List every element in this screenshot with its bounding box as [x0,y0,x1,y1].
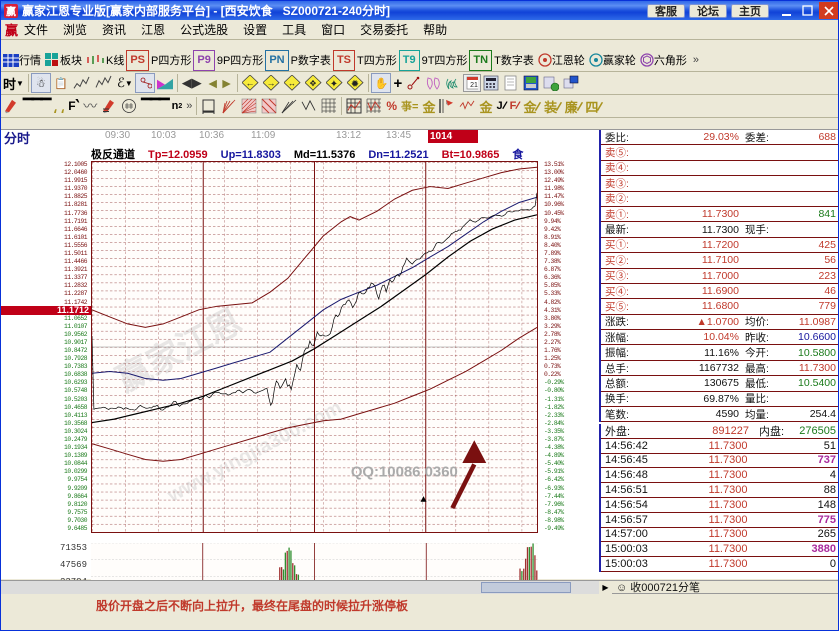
svg-text:✥: ✥ [310,79,317,88]
svg-text:←: ← [246,78,255,88]
svg-text:✦: ✦ [330,79,338,90]
svg-text:→: → [267,78,276,88]
svg-text:QQ:10086 0360: QQ:10086 0360 [351,463,458,480]
svg-text:↔: ↔ [288,79,296,88]
svg-text:21: 21 [470,82,478,89]
svg-text:✹: ✹ [351,79,359,90]
svg-text:赢: 赢 [6,5,16,18]
